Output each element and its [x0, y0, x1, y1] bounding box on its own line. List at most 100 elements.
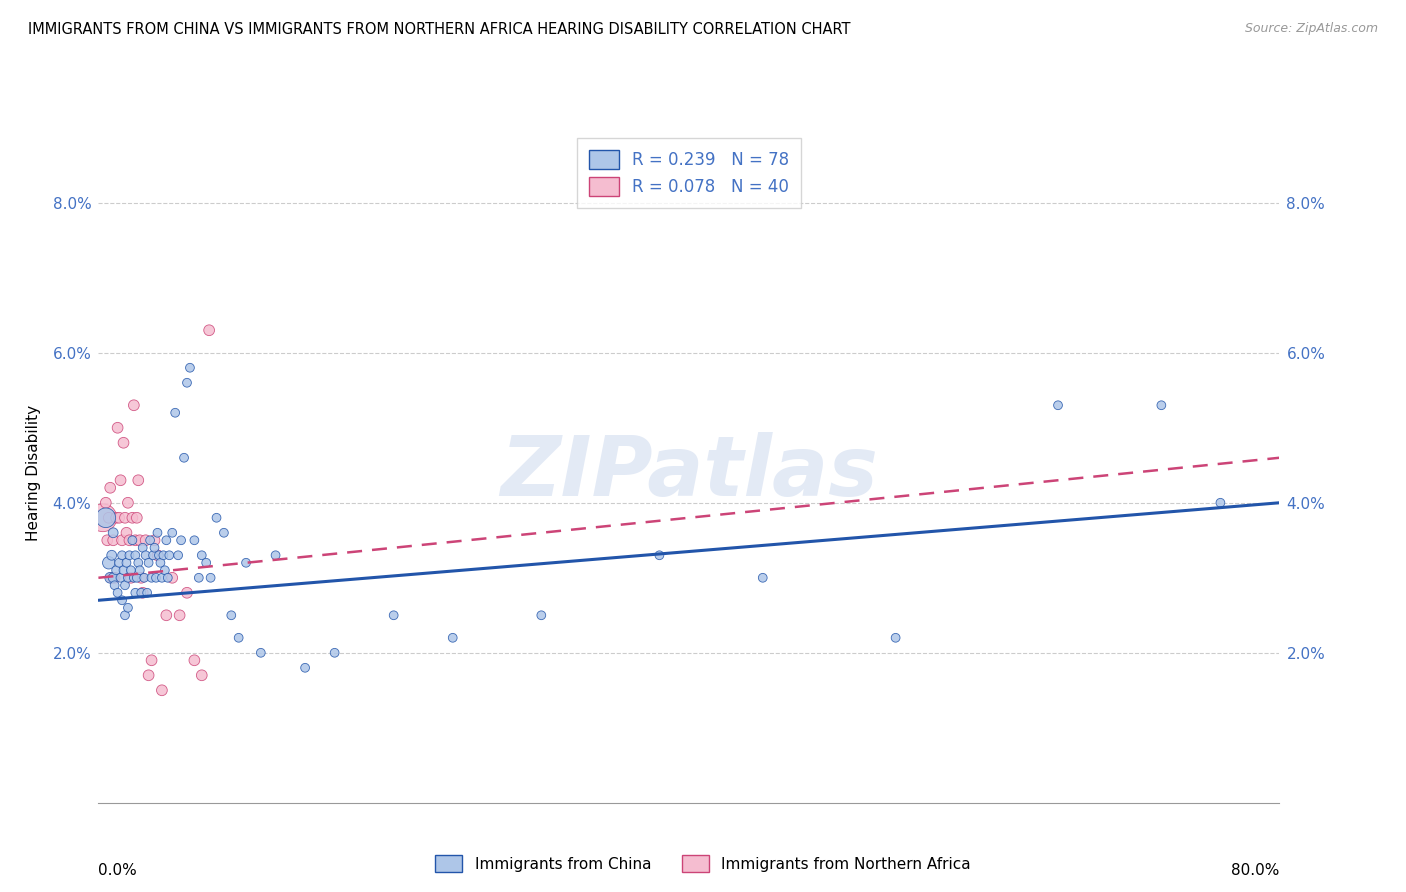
- Point: [219, 608, 242, 623]
- Point: [155, 608, 177, 623]
- Point: [162, 571, 183, 585]
- Point: [111, 533, 134, 548]
- Point: [114, 510, 136, 524]
- Text: ZIPatlas: ZIPatlas: [501, 433, 877, 513]
- Point: [105, 563, 128, 577]
- Point: [115, 525, 138, 540]
- Point: [191, 548, 214, 563]
- Point: [96, 533, 118, 548]
- Point: [170, 533, 193, 548]
- Point: [128, 563, 150, 577]
- Point: [143, 533, 166, 548]
- Point: [1046, 398, 1069, 412]
- Point: [132, 586, 155, 600]
- Point: [129, 586, 152, 600]
- Point: [142, 548, 165, 563]
- Point: [141, 571, 163, 585]
- Point: [94, 496, 117, 510]
- Point: [120, 563, 142, 577]
- Point: [1209, 496, 1232, 510]
- Text: 80.0%: 80.0%: [1232, 863, 1279, 878]
- Point: [250, 646, 273, 660]
- Point: [441, 631, 464, 645]
- Point: [121, 533, 143, 548]
- Point: [884, 631, 907, 645]
- Point: [139, 533, 162, 548]
- Legend: R = 0.239   N = 78, R = 0.078   N = 40: R = 0.239 N = 78, R = 0.078 N = 40: [576, 138, 801, 208]
- Point: [146, 525, 169, 540]
- Point: [124, 586, 146, 600]
- Point: [94, 510, 117, 524]
- Point: [122, 398, 145, 412]
- Point: [195, 556, 218, 570]
- Point: [111, 593, 134, 607]
- Point: [148, 548, 170, 563]
- Point: [173, 450, 195, 465]
- Point: [97, 510, 120, 524]
- Point: [183, 533, 205, 548]
- Point: [105, 510, 128, 524]
- Point: [118, 533, 141, 548]
- Point: [152, 548, 174, 563]
- Legend: Immigrants from China, Immigrants from Northern Africa: Immigrants from China, Immigrants from N…: [427, 847, 979, 880]
- Point: [118, 548, 141, 563]
- Point: [191, 668, 214, 682]
- Point: [134, 571, 156, 585]
- Point: [212, 525, 235, 540]
- Point: [110, 571, 132, 585]
- Point: [103, 571, 125, 585]
- Point: [112, 563, 135, 577]
- Point: [157, 548, 180, 563]
- Point: [100, 571, 122, 585]
- Point: [124, 533, 146, 548]
- Point: [112, 435, 135, 450]
- Point: [120, 571, 142, 585]
- Point: [153, 563, 176, 577]
- Point: [114, 608, 136, 623]
- Point: [117, 496, 139, 510]
- Point: [121, 510, 143, 524]
- Point: [187, 571, 209, 585]
- Point: [150, 683, 173, 698]
- Point: [146, 548, 169, 563]
- Point: [530, 608, 553, 623]
- Point: [138, 668, 160, 682]
- Point: [103, 525, 125, 540]
- Point: [264, 548, 287, 563]
- Point: [129, 571, 152, 585]
- Text: 0.0%: 0.0%: [98, 863, 138, 878]
- Point: [165, 406, 187, 420]
- Point: [107, 421, 129, 435]
- Point: [132, 541, 155, 555]
- Point: [110, 473, 132, 487]
- Point: [127, 556, 149, 570]
- Point: [176, 376, 198, 390]
- Point: [111, 548, 134, 563]
- Point: [294, 661, 316, 675]
- Point: [145, 571, 167, 585]
- Point: [156, 571, 179, 585]
- Point: [104, 571, 127, 585]
- Point: [198, 323, 221, 337]
- Point: [117, 571, 139, 585]
- Point: [382, 608, 405, 623]
- Point: [98, 481, 121, 495]
- Point: [103, 533, 125, 548]
- Point: [136, 586, 159, 600]
- Point: [97, 556, 120, 570]
- Point: [176, 586, 198, 600]
- Point: [104, 578, 127, 592]
- Point: [115, 556, 138, 570]
- Point: [135, 533, 157, 548]
- Point: [114, 578, 136, 592]
- Text: IMMIGRANTS FROM CHINA VS IMMIGRANTS FROM NORTHERN AFRICA HEARING DISABILITY CORR: IMMIGRANTS FROM CHINA VS IMMIGRANTS FROM…: [28, 22, 851, 37]
- Point: [205, 510, 228, 524]
- Point: [107, 586, 129, 600]
- Point: [751, 571, 773, 585]
- Point: [167, 548, 190, 563]
- Point: [323, 646, 346, 660]
- Point: [122, 571, 145, 585]
- Point: [138, 556, 160, 570]
- Point: [200, 571, 222, 585]
- Point: [98, 571, 121, 585]
